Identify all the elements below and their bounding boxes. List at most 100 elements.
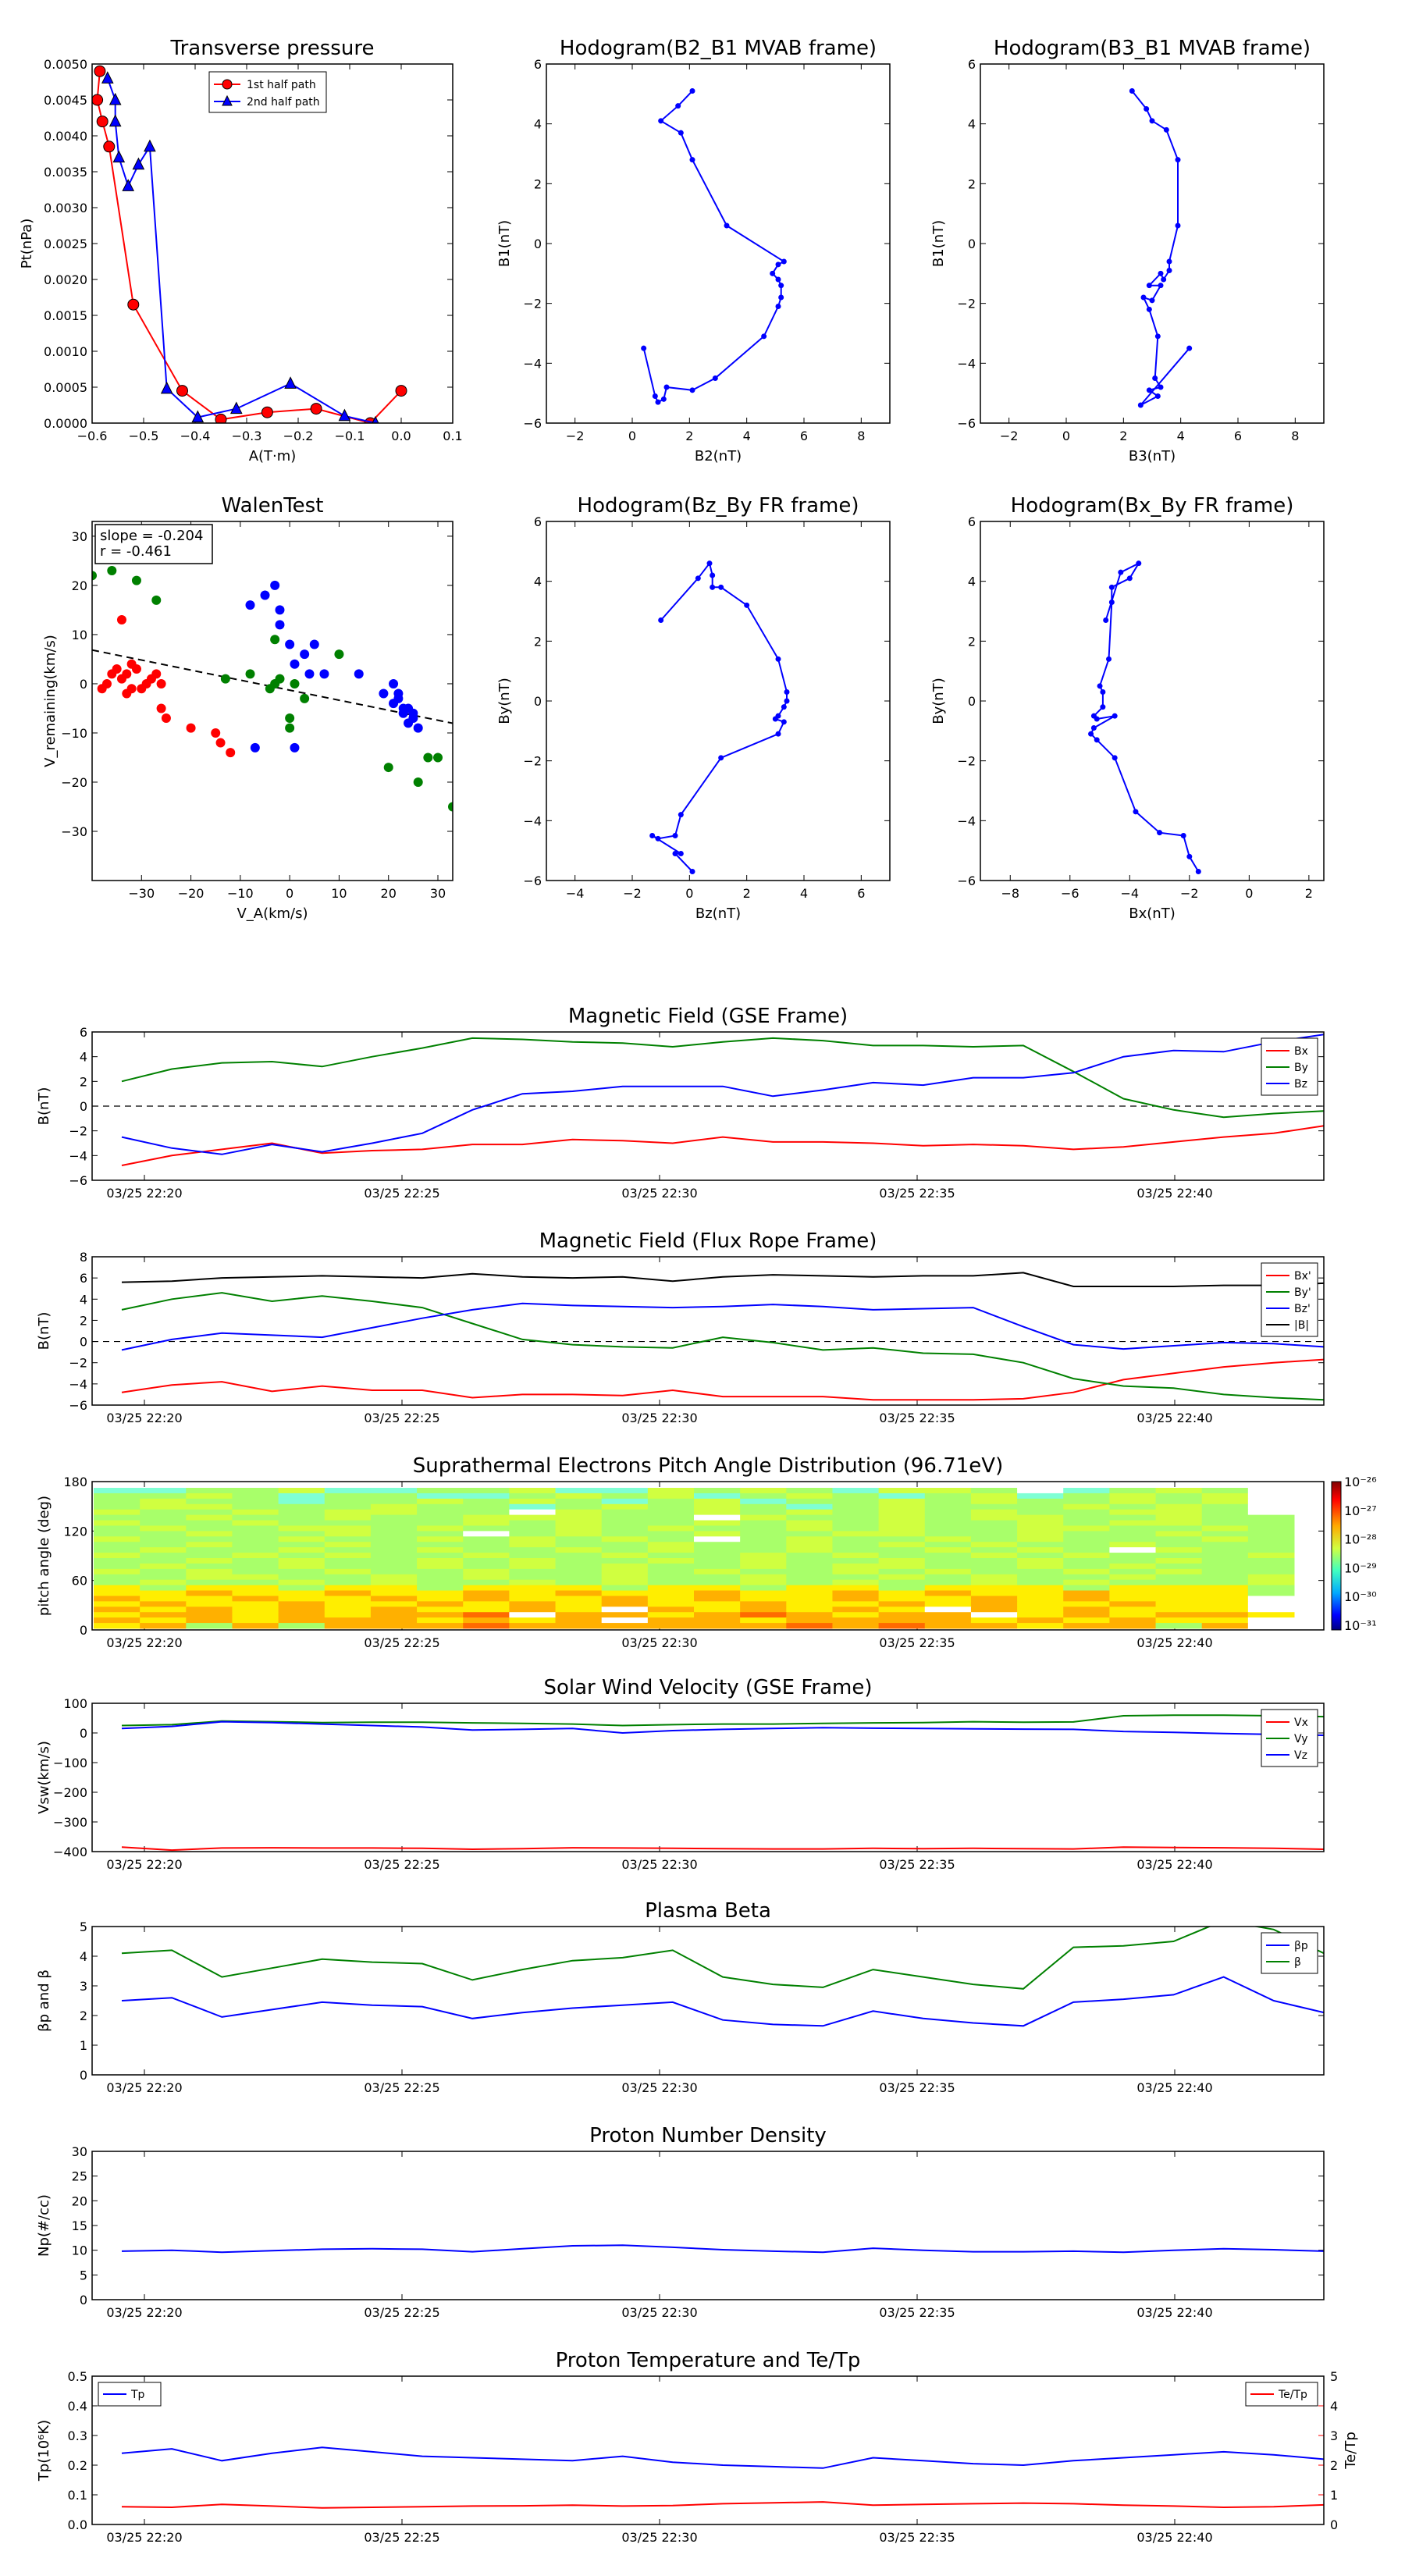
heatmap-cell: [140, 1579, 187, 1586]
heatmap-cell: [601, 1520, 649, 1526]
heatmap-cell: [186, 1617, 233, 1624]
heatmap-cell: [1109, 1568, 1157, 1575]
heatmap-cell: [94, 1536, 140, 1542]
heatmap-cell: [463, 1579, 510, 1586]
heatmap-cell: [1109, 1547, 1157, 1553]
heatmap-cell: [278, 1547, 325, 1553]
chart-title: Plasma Beta: [645, 1899, 771, 1923]
point-blue: [304, 669, 315, 679]
heatmap-cell: [186, 1520, 233, 1526]
heatmap-cell: [924, 1585, 972, 1592]
x-tick-label: 0: [628, 429, 636, 443]
heatmap-cell: [647, 1563, 695, 1570]
heatmap-cell: [324, 1563, 372, 1570]
marker-B3-B1: [1137, 402, 1144, 408]
marker-Bx-By: [1126, 575, 1133, 582]
marker-B2-B1: [689, 88, 695, 94]
heatmap-cell: [324, 1579, 372, 1586]
point-blue: [319, 669, 329, 679]
heatmap-cell: [970, 1617, 1018, 1624]
point-red: [211, 728, 221, 738]
heatmap-cell: [232, 1520, 279, 1526]
heatmap-cell: [140, 1498, 187, 1505]
heatmap-cell: [140, 1574, 187, 1581]
chart-title: Suprathermal Electrons Pitch Angle Distr…: [413, 1454, 1003, 1478]
heatmap-cell: [694, 1553, 741, 1559]
heatmap-cell: [186, 1547, 233, 1553]
heatmap-cell: [463, 1585, 510, 1592]
axes-frame: [91, 2375, 1325, 2525]
heatmap-cell: [647, 1514, 695, 1521]
y-tick-label: 8: [80, 1250, 87, 1265]
heatmap-cell: [1017, 1590, 1064, 1596]
y-tick-label: 4: [80, 1292, 87, 1307]
heatmap-cell: [232, 1531, 279, 1537]
heatmap-cell: [924, 1498, 972, 1505]
heatmap-cell: [970, 1612, 1018, 1618]
heatmap-cell: [140, 1606, 187, 1613]
heatmap-cell: [1155, 1590, 1203, 1596]
plot-area: [641, 88, 787, 405]
x-tick-label: −2: [1180, 886, 1199, 901]
x-axis-label: Bx(nT): [1129, 906, 1175, 922]
point-blue: [300, 649, 310, 660]
heatmap-cell: [232, 1585, 279, 1592]
heatmap-cell: [1155, 1536, 1203, 1542]
heatmap-cell: [509, 1568, 557, 1575]
heatmap-cell: [1247, 1606, 1295, 1613]
x-tick-label: 4: [1177, 429, 1185, 443]
marker-Bx-By: [1100, 689, 1106, 695]
heatmap-cell: [1017, 1612, 1064, 1618]
heatmap-cell: [1247, 1488, 1295, 1494]
heatmap-cell: [1201, 1498, 1249, 1505]
heatmap-cell: [509, 1520, 557, 1526]
heatmap-cell: [786, 1574, 833, 1581]
heatmap-cell: [786, 1601, 833, 1607]
x-tick-label: 0: [1245, 886, 1253, 901]
heatmap-cell: [370, 1503, 418, 1510]
heatmap-cell: [878, 1520, 926, 1526]
heatmap-cell: [1109, 1503, 1157, 1510]
heatmap-cell: [186, 1590, 233, 1596]
heatmap-cell: [324, 1590, 372, 1596]
x-tick-label: 03/25 22:30: [621, 1186, 697, 1201]
y-tick-label: 2: [968, 634, 976, 649]
point-blue: [398, 708, 408, 718]
heatmap-cell: [463, 1493, 510, 1500]
heatmap-cell: [509, 1574, 557, 1581]
heatmap-cell: [324, 1596, 372, 1602]
marker-Bz-By: [706, 560, 713, 567]
heatmap-cell: [970, 1525, 1018, 1532]
heatmap-cell: [232, 1498, 279, 1505]
y-tick-label: 4: [534, 117, 542, 132]
heatmap-cell: [832, 1525, 880, 1532]
heatmap-cell: [94, 1612, 140, 1618]
y-tick-label: 20: [72, 2194, 87, 2208]
y-tick-label: 0.0005: [44, 380, 87, 395]
panel-hodo_bxby: Hodogram(Bx_By FR frame) −8 −6 −4 −2 0 2 −6 −4 −2…: [930, 494, 1325, 922]
x-tick-label: 03/25 22:30: [621, 2530, 697, 2545]
y-tick-label: −6: [69, 1173, 87, 1188]
heatmap-cell: [1201, 1553, 1249, 1559]
chart-title: Magnetic Field (GSE Frame): [568, 1005, 848, 1028]
heatmap-cell: [740, 1590, 787, 1596]
marker-B2-B1: [663, 384, 670, 390]
heatmap-cell: [1201, 1590, 1249, 1596]
y-tick-label: 15: [72, 2218, 87, 2233]
chart-title: Proton Temperature and Te/Tp: [556, 2349, 861, 2372]
marker-1st half path: [310, 403, 322, 415]
x-tick-label: 0: [685, 886, 693, 901]
heatmap-cell: [186, 1542, 233, 1548]
x-tick-label: 0.0: [391, 429, 411, 443]
heatmap-cell: [878, 1531, 926, 1537]
y-tick-label: 20: [72, 578, 87, 593]
x-tick-label: 03/25 22:25: [364, 1411, 439, 1425]
heatmap-cell: [232, 1503, 279, 1510]
heatmap-cell: [232, 1612, 279, 1618]
heatmap-cell: [740, 1542, 787, 1548]
heatmap-cell: [1017, 1606, 1064, 1613]
x-tick-label: 8: [1291, 429, 1299, 443]
heatmap-cell: [324, 1542, 372, 1548]
y-tick-label: −30: [61, 824, 87, 839]
marker-1st half path: [94, 65, 106, 77]
